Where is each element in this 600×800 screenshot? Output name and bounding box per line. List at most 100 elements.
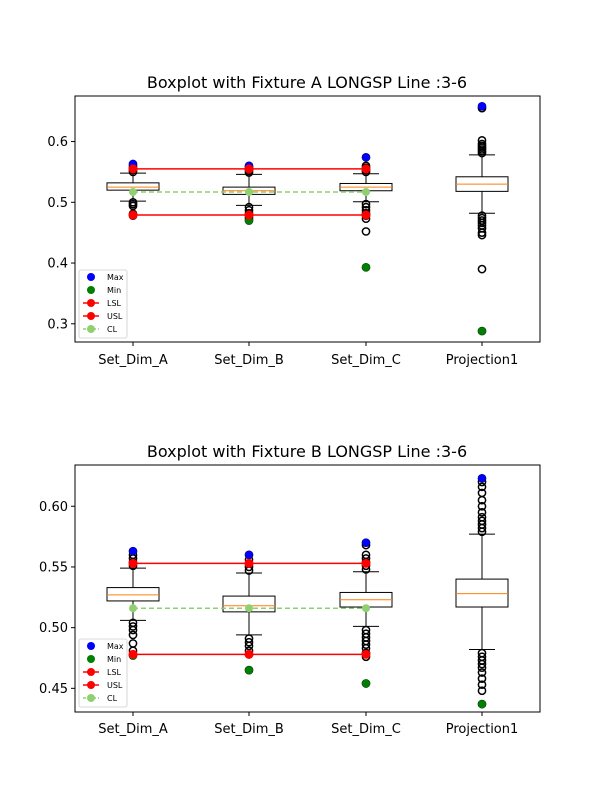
max-marker [362, 153, 370, 162]
min-marker [478, 700, 486, 709]
legend-label: CL [107, 325, 118, 334]
y-tick-label: 0.55 [39, 560, 68, 575]
max-marker [245, 550, 253, 559]
cl-marker [129, 187, 137, 196]
outlier-point [128, 197, 138, 207]
outlier-point [477, 663, 487, 673]
usl-marker [244, 558, 254, 568]
outlier-point [477, 501, 487, 511]
x-tick-label: Projection1 [446, 353, 519, 368]
legend-label: Min [107, 655, 121, 664]
axes-frame [74, 464, 541, 713]
min-marker [478, 327, 486, 336]
legend-usl-marker [87, 681, 95, 689]
legend-label: USL [107, 681, 123, 690]
legend-label: Max [107, 273, 124, 282]
y-tick-label: 0.50 [39, 621, 68, 636]
outlier-point [477, 659, 487, 669]
outlier-point [128, 625, 138, 635]
cl-marker [129, 604, 137, 613]
cl-marker [245, 604, 253, 613]
y-tick-label: 0.6 [47, 135, 68, 150]
y-tick-label: 0.4 [47, 257, 68, 272]
usl-marker [128, 558, 138, 568]
max-marker [129, 547, 137, 556]
outlier-point [477, 488, 487, 498]
outlier-point [477, 482, 487, 492]
box-body [106, 587, 160, 602]
x-tick-label: Set_Dim_B [214, 353, 284, 368]
x-tick-label: Set_Dim_B [214, 722, 284, 737]
max-marker [478, 102, 486, 111]
legend: Max Min LSL USL CL [78, 269, 128, 339]
min-marker [362, 263, 370, 272]
x-tick-label: Set_Dim_C [331, 353, 401, 368]
y-tick-label: 0.3 [47, 317, 68, 332]
x-tick-label: Set_Dim_C [331, 722, 401, 737]
chart-panel-fixture-a: Boxplot with Fixture A LONGSP Line :3-6 … [47, 73, 541, 368]
legend-label: LSL [107, 668, 122, 677]
legend-label: Min [107, 286, 121, 295]
cl-marker [362, 604, 370, 613]
lsl-marker [244, 649, 254, 659]
legend-label: LSL [107, 299, 122, 308]
outlier-point [477, 264, 487, 274]
legend-min-marker [87, 286, 95, 294]
outlier-point [477, 512, 487, 522]
chart-panel-fixture-b: Boxplot with Fixture B LONGSP Line :3-6 … [39, 442, 541, 737]
legend-usl-marker [87, 312, 95, 320]
legend-cl-marker [87, 694, 95, 702]
x-tick-label: Set_Dim_A [98, 353, 168, 368]
y-tick-label: 0.45 [39, 682, 68, 697]
outlier-point [477, 680, 487, 690]
max-marker [362, 538, 370, 547]
legend-max-marker [87, 642, 95, 650]
cl-marker [245, 187, 253, 196]
legend-lsl-marker [87, 299, 95, 307]
outlier-point [477, 135, 487, 145]
outlier-point [477, 139, 487, 149]
min-marker [245, 666, 253, 675]
outlier-point [244, 641, 254, 651]
lsl-marker [361, 210, 371, 220]
box-body [455, 578, 509, 608]
usl-marker [361, 558, 371, 568]
lsl-marker [361, 649, 371, 659]
outlier-point [477, 507, 487, 517]
lsl-marker [128, 210, 138, 220]
y-tick-label: 0.60 [39, 500, 68, 515]
lsl-marker [128, 649, 138, 659]
chart-title: Boxplot with Fixture B LONGSP Line :3-6 [147, 442, 467, 461]
outlier-point [361, 227, 371, 236]
cl-marker [362, 187, 370, 196]
outlier-point [477, 686, 487, 696]
legend-max-marker [87, 273, 95, 281]
y-tick-label: 0.5 [47, 196, 68, 211]
axes-frame [74, 95, 541, 343]
usl-marker [361, 164, 371, 174]
outlier-point [361, 199, 371, 209]
legend-lsl-marker [87, 668, 95, 676]
outlier-point [477, 230, 487, 240]
x-tick-label: Set_Dim_A [98, 722, 168, 737]
legend-min-marker [87, 655, 95, 663]
x-tick-label: Projection1 [446, 722, 519, 737]
outlier-point [361, 550, 371, 560]
legend-cl-marker [87, 325, 95, 333]
min-marker [362, 679, 370, 688]
chart-title: Boxplot with Fixture A LONGSP Line :3-6 [147, 73, 467, 92]
outlier-point [361, 640, 371, 649]
outlier-point [244, 637, 254, 647]
legend-label: USL [107, 312, 123, 321]
legend: Max Min LSL USL CL [78, 638, 128, 708]
legend-label: Max [107, 642, 124, 651]
legend-label: CL [107, 694, 118, 703]
max-marker [478, 474, 486, 483]
usl-marker [128, 164, 138, 174]
outlier-point [477, 674, 487, 683]
outlier-point [477, 516, 487, 526]
lsl-marker [244, 210, 254, 220]
outlier-point [128, 622, 138, 631]
usl-marker [244, 164, 254, 174]
